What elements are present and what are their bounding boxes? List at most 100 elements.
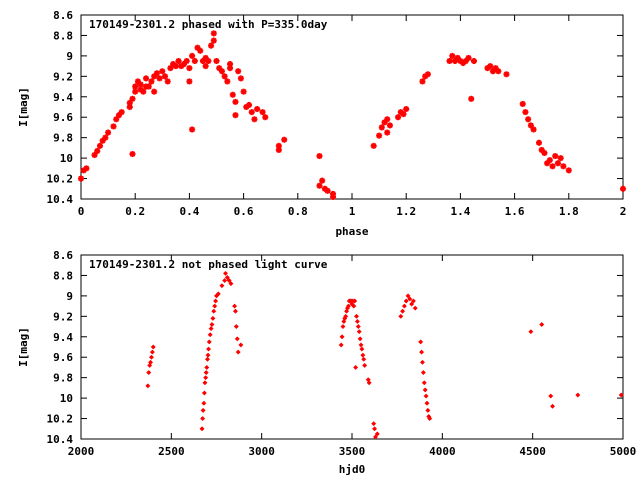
data-point xyxy=(424,400,430,406)
data-point xyxy=(222,270,229,276)
data-point xyxy=(554,160,561,167)
data-point xyxy=(324,187,331,194)
x-tick-label: 1.6 xyxy=(505,205,525,218)
data-point xyxy=(618,392,624,398)
data-point xyxy=(384,129,391,136)
data-point xyxy=(146,370,152,376)
data-point xyxy=(205,346,212,352)
data-point xyxy=(232,98,239,105)
data-point xyxy=(210,315,216,321)
x-tick-label: 5000 xyxy=(610,445,637,458)
x-axis-label: hjd0 xyxy=(339,463,366,476)
data-point xyxy=(78,175,84,182)
data-point xyxy=(94,147,101,154)
plot-frame xyxy=(80,14,624,200)
y-tick-label: 9.8 xyxy=(53,372,73,385)
data-point xyxy=(191,58,198,64)
data-point xyxy=(530,126,537,133)
data-point xyxy=(361,356,367,362)
x-tick-label: 1.2 xyxy=(396,205,416,218)
data-point xyxy=(362,362,368,368)
data-point xyxy=(129,151,136,158)
data-point xyxy=(378,124,385,131)
data-point xyxy=(201,400,207,406)
data-point xyxy=(470,58,477,64)
data-point xyxy=(403,298,409,304)
y-tick-label: 10.2 xyxy=(47,173,74,186)
x-tick-label: 0.8 xyxy=(288,205,308,218)
data-point xyxy=(211,308,217,314)
data-point xyxy=(353,313,360,319)
data-point xyxy=(546,157,553,164)
data-point xyxy=(251,116,258,123)
data-point xyxy=(395,114,402,121)
data-point xyxy=(202,380,208,386)
data-point xyxy=(351,303,357,309)
data-point xyxy=(528,329,534,335)
data-point xyxy=(316,182,323,189)
data-point xyxy=(565,167,572,174)
data-point xyxy=(356,329,362,335)
data-point xyxy=(229,91,236,98)
data-point xyxy=(353,364,359,370)
data-point xyxy=(281,136,288,143)
data-point xyxy=(203,375,209,381)
data-point xyxy=(246,101,253,108)
data-point xyxy=(420,370,426,376)
data-point xyxy=(216,65,223,72)
data-point xyxy=(419,349,425,355)
data-point xyxy=(213,58,220,64)
data-point xyxy=(205,352,211,358)
data-point xyxy=(126,99,133,106)
data-point xyxy=(384,116,391,123)
data-point xyxy=(201,390,207,396)
data-point xyxy=(359,346,365,352)
x-tick-label: 1 xyxy=(349,205,356,218)
x-tick-label: 0.6 xyxy=(234,205,254,218)
data-point xyxy=(209,321,215,328)
data-point xyxy=(105,129,112,136)
data-point xyxy=(232,112,239,119)
data-point xyxy=(218,68,225,75)
y-tick-label: 8.8 xyxy=(53,269,73,282)
data-point xyxy=(205,58,212,64)
y-tick-label: 10 xyxy=(60,392,73,405)
data-point xyxy=(262,114,269,121)
x-tick-label: 1.4 xyxy=(450,205,470,218)
x-tick-label: 4500 xyxy=(519,445,546,458)
data-point xyxy=(167,65,174,72)
data-point xyxy=(232,303,238,309)
data-point xyxy=(358,342,364,348)
y-tick-label: 8.6 xyxy=(53,249,73,262)
data-point xyxy=(248,109,255,116)
data-point xyxy=(487,63,494,70)
data-point xyxy=(240,88,247,95)
x-tick-label: 0.2 xyxy=(125,205,145,218)
x-tick-label: 3000 xyxy=(248,445,275,458)
data-point xyxy=(208,42,215,49)
data-point xyxy=(129,95,136,102)
data-point xyxy=(210,30,217,37)
data-point xyxy=(149,349,155,355)
data-point xyxy=(235,68,242,75)
data-point xyxy=(226,278,232,284)
data-point xyxy=(357,336,363,342)
data-point xyxy=(401,303,407,309)
data-point xyxy=(575,392,581,398)
data-point xyxy=(519,100,526,107)
data-point xyxy=(403,106,410,113)
y-tick-label: 9.2 xyxy=(53,70,73,83)
data-point xyxy=(446,58,453,64)
data-point xyxy=(425,407,431,413)
data-point xyxy=(227,61,234,68)
x-tick-label: 2500 xyxy=(158,445,185,458)
y-tick-label: 8.6 xyxy=(53,9,73,22)
data-point xyxy=(422,387,428,393)
data-point xyxy=(449,52,456,59)
data-point xyxy=(96,142,103,149)
data-point xyxy=(319,177,326,184)
y-tick-label: 9.4 xyxy=(53,91,73,104)
data-point xyxy=(148,359,154,365)
data-point xyxy=(549,403,556,409)
data-point xyxy=(400,308,406,314)
